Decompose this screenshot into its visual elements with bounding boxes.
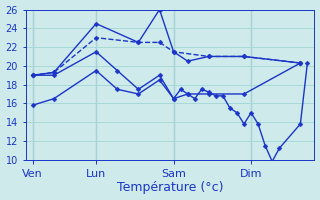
X-axis label: Température (°c): Température (°c) bbox=[117, 181, 223, 194]
